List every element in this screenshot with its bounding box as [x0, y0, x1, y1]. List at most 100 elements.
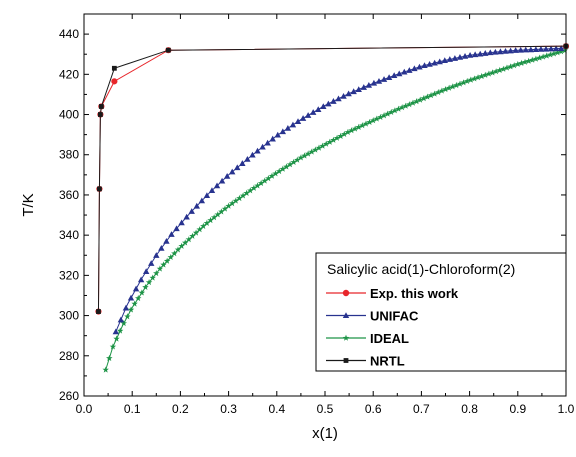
data-point-ideal — [445, 84, 453, 91]
data-point-unifac — [431, 59, 438, 66]
data-point-unifac — [198, 197, 206, 204]
y-tick-label: 320 — [59, 268, 79, 282]
data-point-ideal — [203, 219, 211, 226]
data-point-unifac — [522, 46, 529, 53]
data-point-ideal — [247, 187, 254, 194]
x-tick-label: 0.8 — [461, 402, 478, 416]
data-point-unifac — [183, 213, 190, 220]
data-point-ideal — [250, 184, 258, 191]
data-point-ideal — [406, 101, 413, 108]
data-point-ideal — [492, 68, 500, 75]
data-point-unifac — [117, 316, 125, 323]
data-point-ideal — [218, 208, 225, 215]
data-point-ideal — [319, 142, 326, 149]
data-point-unifac — [168, 231, 175, 237]
data-point-ideal — [442, 85, 449, 93]
data-point-unifac — [148, 260, 155, 266]
data-point-ideal — [337, 132, 344, 139]
data-point-ideal — [134, 294, 142, 302]
x-tick-label: 0.1 — [124, 402, 141, 416]
data-point-ideal — [362, 120, 370, 127]
legend-box — [315, 252, 567, 372]
data-point-ideal — [171, 250, 178, 257]
data-point-ideal — [510, 62, 518, 69]
data-point-ideal — [500, 65, 507, 72]
data-point-unifac — [355, 86, 362, 92]
data-point-ideal — [102, 366, 109, 373]
data-point-unifac — [446, 56, 454, 62]
data-point-unifac — [542, 45, 550, 52]
y-tick-label: 300 — [59, 309, 79, 323]
data-point-unifac — [330, 98, 337, 104]
data-point-unifac — [315, 106, 322, 112]
data-point-unifac — [416, 63, 423, 70]
data-point-unifac — [552, 45, 560, 52]
data-point-ideal — [536, 54, 543, 61]
data-point-unifac — [132, 285, 140, 292]
data-point-ideal — [369, 117, 377, 124]
data-point-ideal — [178, 242, 185, 249]
data-point-unifac — [507, 47, 514, 54]
data-point-unifac — [254, 147, 261, 154]
data-point-unifac — [137, 276, 145, 283]
data-point-unifac — [142, 268, 150, 275]
data-point-unifac — [249, 151, 256, 158]
data-point-ideal — [359, 122, 366, 129]
data-point-ideal — [398, 104, 406, 111]
x-tick-label: 0.4 — [268, 402, 285, 416]
data-point-ideal — [153, 269, 160, 277]
data-point-unifac — [244, 155, 251, 162]
y-tick-label: 360 — [59, 188, 79, 202]
data-point-unifac — [218, 177, 226, 184]
data-point-ideal — [485, 70, 493, 77]
x-tick-label: 0.2 — [172, 402, 189, 416]
data-point-unifac — [477, 50, 484, 57]
data-point-ideal — [416, 96, 424, 103]
data-point-unifac — [426, 61, 433, 67]
data-point-ideal — [525, 57, 532, 64]
y-tick-label: 400 — [59, 108, 79, 122]
legend-title: Salicylic acid(1)-Chloroform(2) — [327, 261, 515, 277]
data-point-unifac — [239, 160, 246, 166]
data-point-ideal — [283, 163, 290, 170]
x-tick-label: 0.5 — [317, 402, 334, 416]
ticks-layer: 0.0 0.1 0.2 0.3 0.4 0.5 0.6 0.7 0.8 0.9 1.0 260 280 3… — [59, 14, 575, 416]
legend-label-exp-this-work: Exp. this work — [370, 286, 459, 301]
data-point-ideal — [236, 194, 243, 202]
data-point-ideal — [174, 246, 182, 253]
data-point-ideal — [521, 58, 529, 65]
data-point-unifac — [208, 187, 216, 194]
data-point-ideal — [113, 335, 120, 342]
data-point-unifac — [213, 182, 221, 189]
data-point-ideal — [355, 123, 362, 130]
data-point-ideal — [210, 214, 218, 221]
data-point-unifac — [309, 109, 317, 115]
data-point-ideal — [507, 63, 514, 70]
data-point-ideal — [326, 138, 334, 145]
data-point-ideal — [297, 154, 305, 161]
data-point-unifac — [188, 208, 195, 214]
data-point-unifac — [547, 45, 555, 52]
data-point-unifac — [264, 139, 271, 146]
x-axis-title: x(1) — [312, 425, 338, 442]
x-tick-label: 0.7 — [413, 402, 430, 416]
data-point-ideal — [109, 343, 117, 350]
data-point-ideal — [272, 170, 279, 177]
data-point-ideal — [478, 72, 485, 80]
series-ideal — [102, 47, 569, 373]
data-point-ideal — [344, 128, 352, 136]
data-point-ideal — [192, 229, 200, 236]
data-point-unifac — [451, 55, 459, 61]
data-point-unifac — [289, 121, 297, 128]
data-point-ideal — [529, 56, 536, 63]
data-point-unifac — [390, 72, 398, 79]
data-point-ideal — [373, 115, 381, 122]
data-point-unifac — [497, 48, 504, 55]
y-tick-label: 380 — [59, 148, 79, 162]
data-point-unifac — [304, 112, 312, 118]
data-point-unifac — [259, 143, 266, 150]
data-point-ideal — [124, 313, 131, 320]
data-point-ideal — [330, 136, 337, 143]
data-point-unifac — [320, 103, 327, 110]
